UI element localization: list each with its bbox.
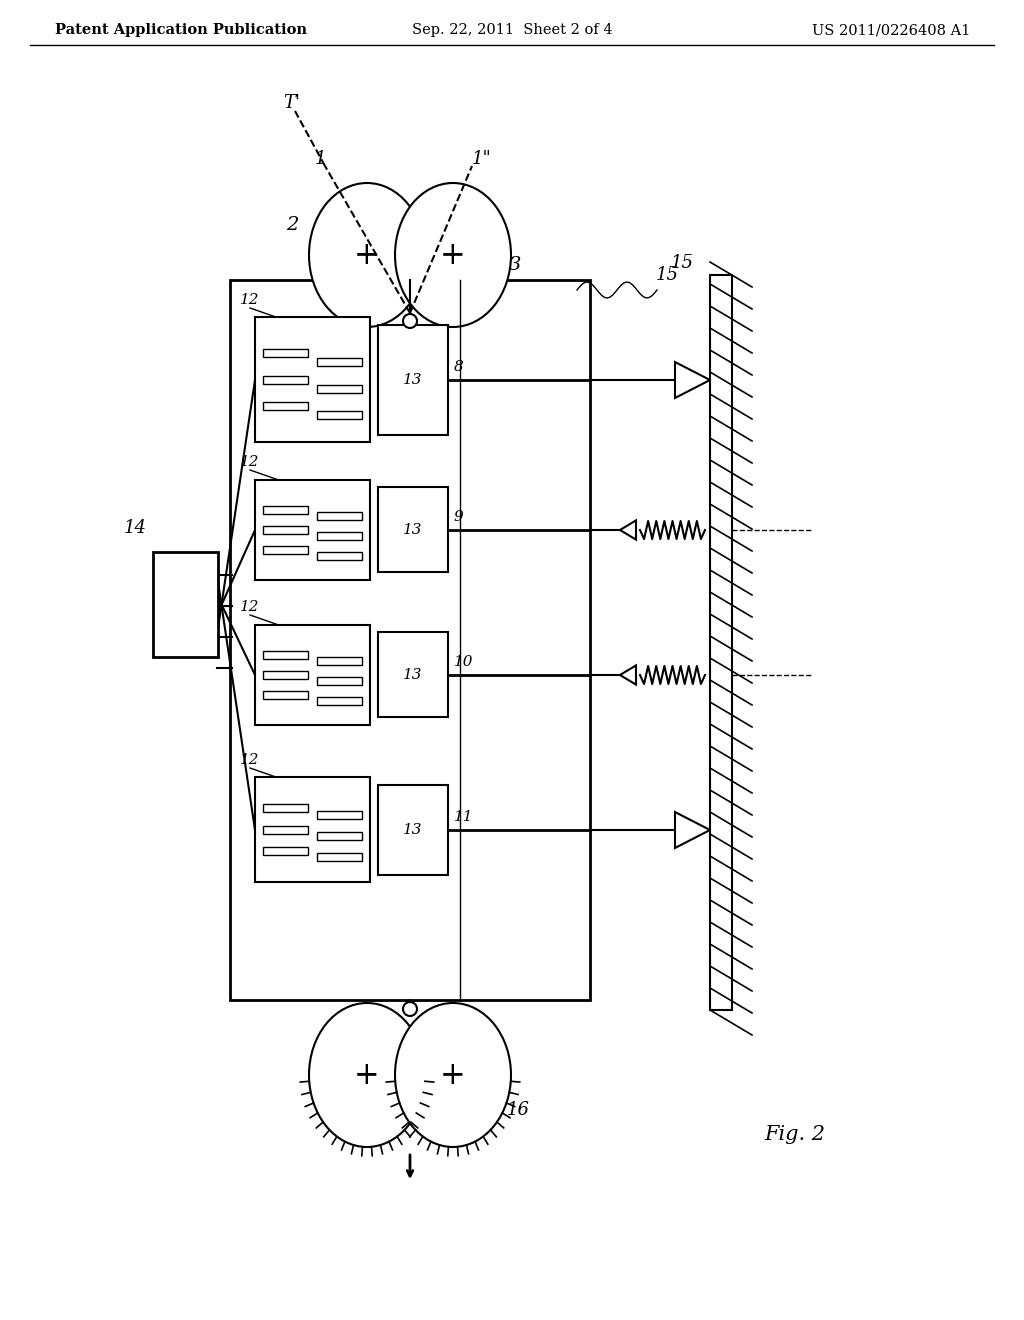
- Bar: [263, 825, 308, 833]
- Polygon shape: [620, 520, 636, 540]
- Bar: [263, 546, 308, 554]
- Bar: [263, 651, 308, 659]
- Bar: [378, 632, 449, 717]
- Text: 12: 12: [241, 455, 260, 469]
- Text: 12: 12: [241, 293, 260, 308]
- Bar: [153, 552, 218, 657]
- Text: 13: 13: [403, 523, 423, 537]
- Bar: [317, 853, 362, 862]
- Text: 14: 14: [124, 519, 146, 537]
- Bar: [263, 804, 308, 812]
- Bar: [255, 317, 370, 442]
- Text: 16: 16: [507, 1101, 529, 1119]
- Bar: [317, 532, 362, 540]
- Bar: [378, 487, 449, 572]
- Ellipse shape: [395, 1003, 511, 1147]
- Bar: [317, 384, 362, 392]
- Bar: [255, 777, 370, 882]
- Bar: [263, 350, 308, 358]
- Text: 11: 11: [454, 810, 473, 824]
- Bar: [317, 358, 362, 367]
- Polygon shape: [675, 362, 710, 399]
- Bar: [263, 525, 308, 535]
- Bar: [317, 512, 362, 520]
- Text: 10: 10: [454, 655, 473, 669]
- Text: +: +: [440, 239, 466, 271]
- Text: Sep. 22, 2011  Sheet 2 of 4: Sep. 22, 2011 Sheet 2 of 4: [412, 22, 612, 37]
- Circle shape: [403, 1002, 417, 1016]
- Circle shape: [403, 314, 417, 327]
- Text: +: +: [354, 239, 380, 271]
- Bar: [317, 832, 362, 840]
- Bar: [317, 552, 362, 560]
- Text: +: +: [354, 1060, 380, 1090]
- Bar: [263, 671, 308, 678]
- Bar: [317, 697, 362, 705]
- Bar: [263, 375, 308, 384]
- Text: 15: 15: [655, 267, 679, 284]
- Ellipse shape: [309, 183, 425, 327]
- Text: 9: 9: [454, 510, 464, 524]
- Bar: [263, 846, 308, 855]
- Polygon shape: [620, 665, 636, 685]
- Ellipse shape: [309, 1003, 425, 1147]
- Text: 15: 15: [671, 253, 693, 272]
- Bar: [263, 401, 308, 409]
- Bar: [263, 690, 308, 700]
- Text: 13: 13: [403, 668, 423, 682]
- Bar: [710, 275, 732, 1010]
- Polygon shape: [675, 812, 710, 847]
- Text: 1": 1": [472, 150, 492, 168]
- Bar: [317, 677, 362, 685]
- Text: 1: 1: [314, 150, 326, 168]
- Text: 2: 2: [286, 216, 298, 234]
- Ellipse shape: [395, 183, 511, 327]
- Bar: [317, 657, 362, 665]
- Bar: [378, 785, 449, 875]
- Bar: [263, 506, 308, 513]
- Text: 13: 13: [403, 374, 423, 387]
- Bar: [255, 480, 370, 579]
- Text: Patent Application Publication: Patent Application Publication: [55, 22, 307, 37]
- Text: 13: 13: [403, 822, 423, 837]
- Bar: [378, 325, 449, 436]
- Text: Fig. 2: Fig. 2: [765, 1126, 825, 1144]
- Text: 12: 12: [241, 752, 260, 767]
- Bar: [317, 411, 362, 418]
- Bar: [255, 624, 370, 725]
- Text: 12: 12: [241, 601, 260, 614]
- Text: +: +: [440, 1060, 466, 1090]
- Text: 8: 8: [454, 360, 464, 374]
- Bar: [230, 280, 590, 1001]
- Text: 3: 3: [509, 256, 521, 275]
- Text: US 2011/0226408 A1: US 2011/0226408 A1: [812, 22, 970, 37]
- Text: T': T': [284, 94, 300, 112]
- Bar: [317, 810, 362, 818]
